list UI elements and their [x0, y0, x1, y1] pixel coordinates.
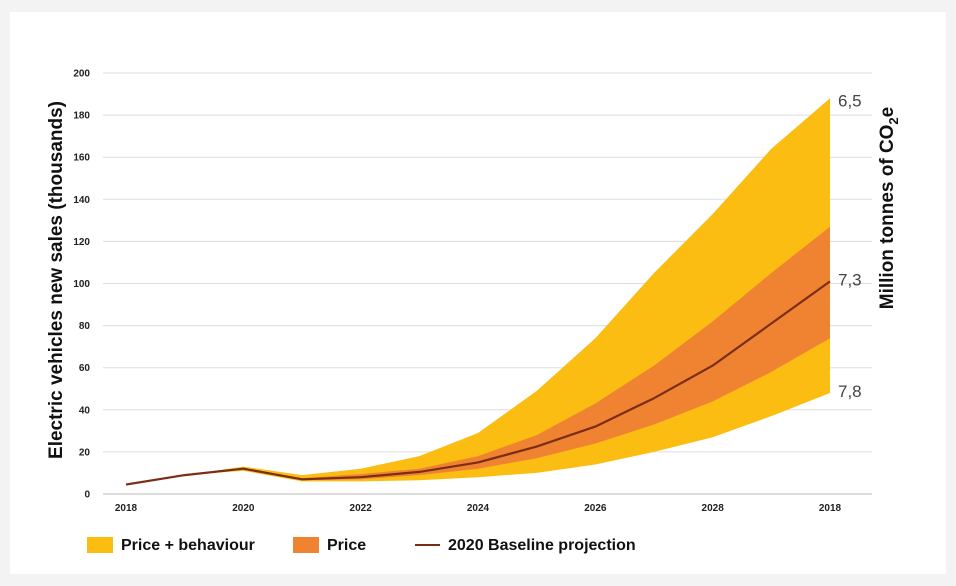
- x-tick-label: 2020: [232, 503, 255, 514]
- y-tick-label: 120: [73, 237, 90, 248]
- y2-axis-title-subscript: 2: [886, 117, 901, 124]
- legend-swatch-price: [293, 537, 319, 553]
- y-tick-label: 160: [73, 153, 90, 164]
- y-tick-label: 200: [73, 69, 90, 80]
- end-label: 6,5: [838, 91, 862, 110]
- x-tick-labels: 2018 2020 2022 2024 2026 2028 2018: [115, 503, 842, 514]
- y-tick-label: 20: [79, 447, 91, 458]
- legend: Price + behaviour Price 2020 Baseline pr…: [87, 537, 636, 554]
- y-tick-label: 100: [73, 279, 90, 290]
- baseline-lines: [125, 280, 831, 486]
- x-tick-label: 2018: [819, 503, 842, 514]
- y-axis-title: Electric vehicles new sales (thousands): [46, 101, 67, 459]
- end-labels: 6,5 7,3 7,8: [838, 91, 862, 400]
- chart: 0 20 40 60 80 100 120 140 160 180 200 2018 2020 2022…: [46, 69, 901, 555]
- bands: [126, 98, 830, 485]
- y-tick-label: 40: [79, 405, 91, 416]
- end-label: 7,8: [838, 382, 862, 401]
- y-tick-label: 0: [84, 490, 90, 501]
- x-tick-label: 2018: [115, 503, 138, 514]
- y-tick-labels: 0 20 40 60 80 100 120 140 160 180 200: [73, 69, 90, 501]
- legend-label-price: Price: [327, 537, 366, 554]
- legend-swatch-price-behaviour: [87, 537, 113, 553]
- legend-label-price-behaviour: Price + behaviour: [121, 537, 255, 554]
- gridlines: [103, 72, 872, 495]
- band-price: [126, 226, 830, 485]
- y-tick-label: 60: [79, 363, 91, 374]
- band-price-behaviour: [126, 98, 830, 485]
- line-2020-baseline-projection: [125, 280, 831, 486]
- chart-card: 0 20 40 60 80 100 120 140 160 180 200 2018 2020 2022…: [10, 12, 946, 574]
- y-tick-label: 180: [73, 111, 90, 122]
- x-tick-label: 2022: [350, 503, 373, 514]
- legend-label-baseline: 2020 Baseline projection: [448, 537, 636, 554]
- y-tick-label: 140: [73, 195, 90, 206]
- x-tick-label: 2028: [702, 503, 725, 514]
- x-tick-label: 2024: [467, 503, 490, 514]
- end-label: 7,3: [838, 270, 862, 289]
- y-tick-label: 80: [79, 321, 91, 332]
- y2-axis-title: Million tonnes of CO2e: [877, 107, 901, 310]
- x-tick-label: 2026: [584, 503, 607, 514]
